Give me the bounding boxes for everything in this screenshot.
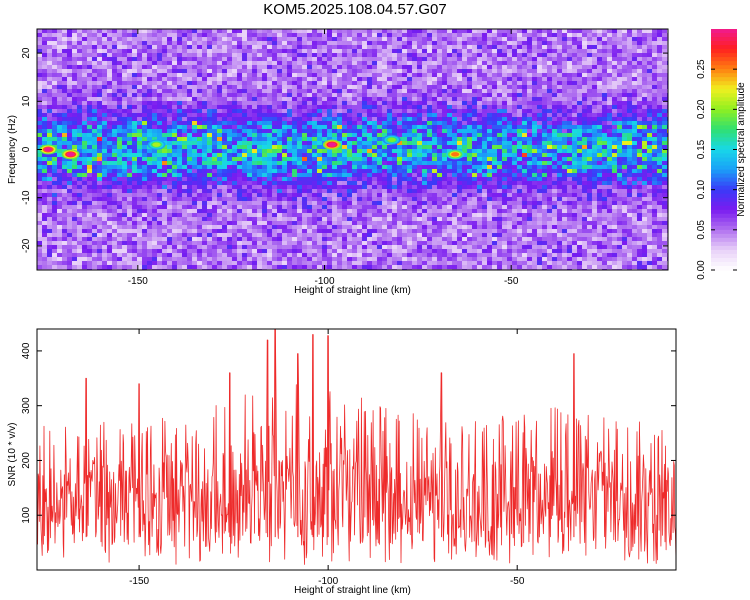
spectrogram-hot-spot bbox=[152, 142, 161, 147]
snr-y-tick-label: 100 bbox=[21, 506, 32, 523]
snr-y-tick-label: 200 bbox=[21, 452, 32, 469]
spectrogram-hot-spot bbox=[387, 137, 396, 143]
snr-y-tick-label: 300 bbox=[21, 397, 32, 414]
colorbar-tick-label: 0.25 bbox=[696, 59, 707, 79]
spectrogram-x-tick-label: -100 bbox=[314, 276, 334, 287]
spectrogram-cells bbox=[37, 29, 668, 270]
snr-x-axis-title: Height of straight line (km) bbox=[294, 585, 411, 596]
colorbar-tick-label: 0.00 bbox=[696, 260, 707, 280]
snr-x-tick-label: -150 bbox=[129, 576, 149, 587]
spectrogram-y-tick-label: 20 bbox=[21, 47, 32, 59]
snr-x-tick-label: -50 bbox=[510, 576, 525, 587]
colorbar: 0.00 0.05 0.10 0.15 0.20 0.25 Normalized spect… bbox=[696, 29, 747, 280]
spectrogram-hot-spot bbox=[451, 152, 460, 157]
colorbar-tick-label: 0.15 bbox=[696, 139, 707, 159]
spectrogram-x-tick-label: -50 bbox=[504, 276, 519, 287]
spectrogram-y-tick-label: -20 bbox=[21, 238, 32, 253]
snr-y-axis-title: SNR (10 * v/v) bbox=[7, 423, 18, 487]
snr-plot: -150 -100 -50 100 200 300 400 Height of straigh… bbox=[7, 328, 677, 596]
spectrogram-y-axis-title: Frequency (Hz) bbox=[7, 115, 18, 184]
spectrogram-y-tick-label: 10 bbox=[21, 95, 32, 107]
snr-frame bbox=[36, 328, 677, 571]
colorbar-tick-label: 0.20 bbox=[696, 99, 707, 119]
spectrogram-y-tick-label: -10 bbox=[21, 190, 32, 205]
colorbar-tick-label: 0.05 bbox=[696, 220, 707, 240]
snr-y-tick-label: 400 bbox=[21, 342, 32, 359]
spectrogram-y-tick-label: 0 bbox=[21, 146, 32, 152]
spectrogram-hot-spot bbox=[327, 142, 337, 147]
colorbar-tick-label: 0.10 bbox=[696, 179, 707, 199]
page-title: KOM5.2025.108.04.57.G07 bbox=[263, 1, 447, 18]
colorbar-label: Normalized spectral amplitude bbox=[736, 82, 747, 217]
spectrogram-x-tick-label: -150 bbox=[128, 276, 148, 287]
snr-series-line bbox=[36, 328, 677, 565]
spectrogram-x-axis-title: Height of straight line (km) bbox=[294, 285, 411, 296]
snr-x-tick-label: -100 bbox=[318, 576, 338, 587]
spectrogram-hot-spot bbox=[66, 152, 75, 157]
spectrogram-hot-spot bbox=[44, 147, 53, 152]
